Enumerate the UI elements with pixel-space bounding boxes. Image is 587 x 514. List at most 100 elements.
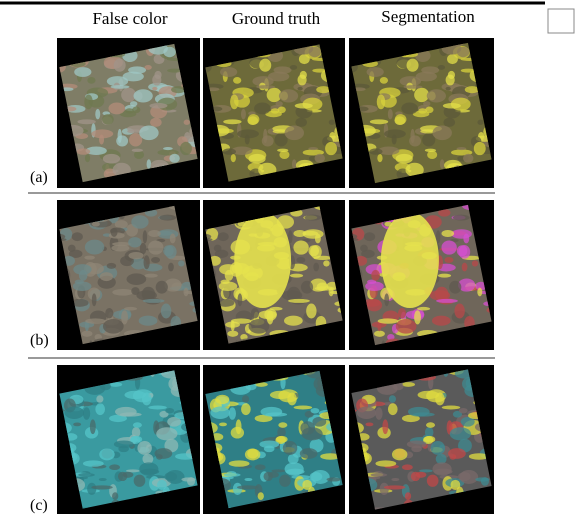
texture-blob bbox=[270, 307, 283, 311]
image-grid bbox=[48, 34, 504, 514]
texture-blob bbox=[441, 230, 454, 237]
texture-blob bbox=[375, 460, 396, 466]
texture-blob bbox=[144, 65, 151, 70]
texture-blob bbox=[73, 282, 92, 291]
texture-blob bbox=[112, 289, 133, 296]
texture-blob bbox=[432, 316, 451, 326]
texture-blob bbox=[95, 403, 105, 415]
texture-blob bbox=[409, 135, 421, 146]
texture-blob bbox=[451, 480, 461, 490]
texture-blob bbox=[472, 260, 478, 266]
texture-blob bbox=[181, 477, 195, 481]
texture-blob bbox=[261, 407, 283, 417]
texture-blob bbox=[283, 441, 297, 455]
texture-blob bbox=[148, 406, 167, 410]
texture-blob bbox=[365, 422, 373, 426]
texture-blob bbox=[96, 395, 103, 403]
texture-blob bbox=[295, 118, 307, 127]
texture-blob bbox=[402, 464, 413, 470]
texture-blob bbox=[133, 422, 142, 428]
texture-blob bbox=[267, 310, 274, 324]
texture-blob bbox=[306, 304, 316, 319]
texture-blob bbox=[99, 449, 114, 461]
texture-blob bbox=[380, 77, 388, 84]
texture-blob bbox=[374, 331, 385, 337]
texture-blob bbox=[85, 240, 104, 255]
texture-blob bbox=[285, 462, 304, 475]
texture-blob bbox=[462, 263, 468, 272]
texture-blob bbox=[225, 270, 234, 281]
texture-blob bbox=[365, 282, 384, 291]
texture-blob bbox=[446, 87, 451, 90]
texture-blob bbox=[156, 427, 177, 440]
texture-blob bbox=[369, 148, 382, 154]
texture-blob bbox=[367, 67, 384, 77]
texture-blob bbox=[435, 392, 444, 405]
texture-blob bbox=[392, 449, 407, 461]
texture-blob bbox=[259, 440, 279, 448]
texture-blob bbox=[90, 419, 96, 434]
texture-blob bbox=[180, 142, 192, 155]
texture-blob bbox=[395, 114, 407, 125]
texture-blob bbox=[290, 65, 297, 70]
texture-blob bbox=[219, 422, 227, 426]
texture-blob bbox=[425, 149, 436, 152]
texture-blob bbox=[315, 234, 321, 244]
texture-blob bbox=[128, 252, 143, 259]
texture-blob bbox=[440, 159, 444, 169]
texture-blob bbox=[121, 310, 128, 324]
texture-blob bbox=[114, 59, 126, 72]
texture-blob bbox=[382, 419, 388, 434]
texture-blob bbox=[65, 407, 84, 419]
figure: False color Ground truth Segmentation (a… bbox=[0, 0, 587, 514]
texture-blob bbox=[398, 308, 406, 318]
texture-blob bbox=[436, 299, 458, 303]
texture-blob bbox=[438, 274, 451, 278]
texture-blob bbox=[381, 212, 439, 308]
texture-blob bbox=[83, 407, 90, 420]
texture-blob bbox=[164, 472, 177, 481]
texture-blob bbox=[245, 449, 260, 461]
texture-blob bbox=[327, 477, 341, 481]
texture-blob bbox=[124, 307, 137, 311]
texture-blob bbox=[274, 66, 292, 73]
texture-blob bbox=[284, 316, 303, 326]
texture-blob bbox=[83, 460, 104, 466]
texture-blob bbox=[377, 154, 382, 162]
texture-blob bbox=[441, 240, 456, 254]
row-label: (b) bbox=[30, 332, 49, 349]
texture-blob bbox=[275, 101, 282, 106]
texture-blob bbox=[107, 263, 117, 269]
texture-blob bbox=[431, 441, 445, 455]
texture-blob bbox=[115, 220, 128, 228]
texture-blob bbox=[165, 408, 174, 413]
texture-blob bbox=[279, 89, 298, 102]
texture-blob bbox=[118, 472, 127, 481]
texture-blob bbox=[296, 257, 305, 263]
texture-blob bbox=[231, 154, 236, 162]
page: False color Ground truth Segmentation (a… bbox=[0, 0, 587, 514]
texture-blob bbox=[449, 281, 461, 294]
texture-blob bbox=[288, 299, 310, 303]
texture-blob bbox=[241, 109, 246, 120]
texture-blob bbox=[178, 260, 184, 266]
texture-blob bbox=[157, 480, 167, 490]
texture-blob bbox=[116, 135, 128, 146]
texture-blob bbox=[391, 478, 399, 481]
texture-blob bbox=[360, 245, 368, 252]
texture-blob bbox=[300, 71, 307, 79]
texture-blob bbox=[384, 293, 389, 306]
texture-blob bbox=[234, 212, 291, 308]
texture-blob bbox=[84, 256, 95, 260]
checkbox[interactable] bbox=[548, 9, 574, 33]
texture-blob bbox=[262, 135, 274, 146]
texture-blob bbox=[408, 407, 430, 417]
texture-blob bbox=[384, 485, 406, 489]
texture-blob bbox=[287, 392, 296, 405]
texture-blob bbox=[442, 406, 461, 410]
texture-blob bbox=[329, 288, 334, 297]
row-label: (c) bbox=[30, 497, 48, 514]
texture-blob bbox=[310, 472, 323, 481]
texture-blob bbox=[448, 71, 455, 79]
texture-blob bbox=[111, 245, 129, 252]
